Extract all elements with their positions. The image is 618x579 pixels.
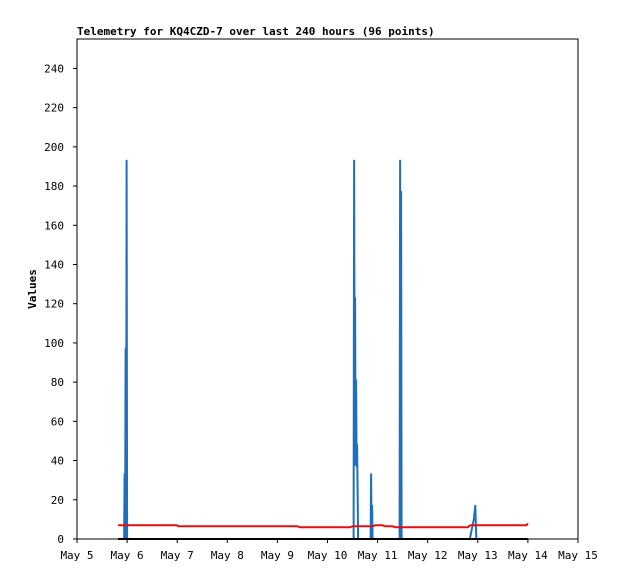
x-tick-label: May 8 (211, 549, 244, 562)
y-tick-label: 60 (51, 415, 64, 428)
y-tick-label: 240 (44, 62, 64, 75)
y-tick-label: 40 (51, 455, 64, 468)
x-tick-label: May 5 (60, 549, 93, 562)
y-tick-label: 120 (44, 298, 64, 311)
y-tick-label: 160 (44, 219, 64, 232)
y-tick-label: 140 (44, 258, 64, 271)
series-line-1 (118, 522, 529, 529)
y-tick-label: 180 (44, 180, 64, 193)
y-tick-label: 20 (51, 494, 64, 507)
y-tick-label: 80 (51, 376, 64, 389)
series-layer (118, 159, 529, 540)
x-tick-label: May 9 (261, 549, 294, 562)
y-tick-label: 0 (57, 533, 64, 546)
x-tick-label: May 14 (508, 549, 548, 562)
x-tick-label: May 7 (161, 549, 194, 562)
x-axis: May 5 May 6 May 7 May 8 May 9 May 10 May 11 May… (60, 539, 598, 562)
y-axis-title: Values (26, 269, 39, 309)
y-tick-label: 100 (44, 337, 64, 350)
x-tick-label: May 15 (558, 549, 598, 562)
x-tick-label: May 13 (458, 549, 498, 562)
y-tick-label: 220 (44, 102, 64, 115)
x-tick-label: May 12 (408, 549, 448, 562)
plot-area (76, 38, 579, 540)
x-tick-label: May 6 (111, 549, 144, 562)
x-tick-label: May 11 (358, 549, 398, 562)
series-line-0 (123, 159, 478, 540)
y-axis: 0 20 40 60 80 100 120 140 160 180 200 220 240 (44, 62, 77, 546)
chart-title: Telemetry for KQ4CZD-7 over last 240 hou… (77, 25, 435, 38)
x-tick-label: May 10 (308, 549, 348, 562)
y-tick-label: 200 (44, 141, 64, 154)
